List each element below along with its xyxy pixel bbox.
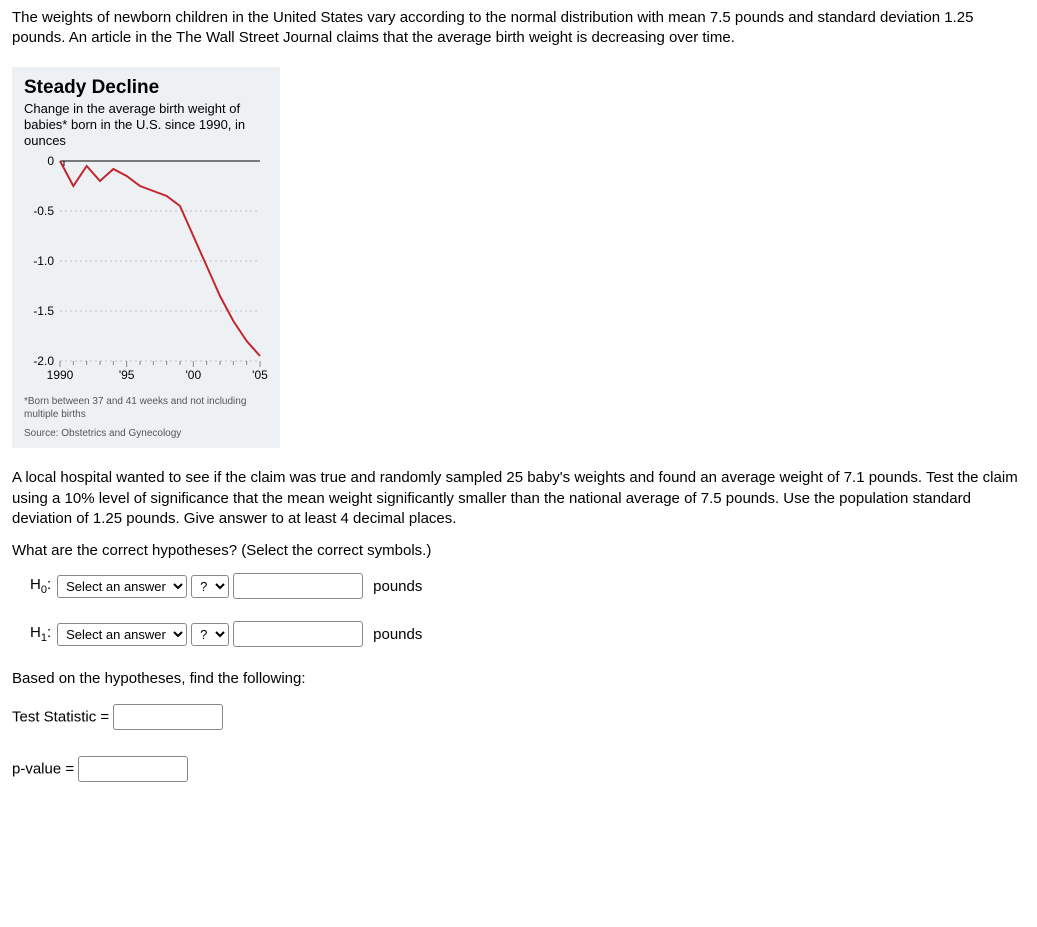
figure-footnote-2: Source: Obstetrics and Gynecology	[24, 427, 268, 440]
svg-text:'95: '95	[119, 368, 135, 382]
h1-parameter-select[interactable]: Select an answer	[57, 623, 187, 646]
h1-row: H1: Select an answer ? pounds	[12, 621, 1025, 647]
figure-title: Steady Decline	[24, 77, 268, 99]
h1-operator-select[interactable]: ?	[191, 623, 229, 646]
hypotheses-question: What are the correct hypotheses? (Select…	[12, 541, 1025, 561]
h0-units: pounds	[373, 578, 422, 595]
figure-footnote-1: *Born between 37 and 41 weeks and not in…	[24, 395, 268, 421]
h1-units: pounds	[373, 626, 422, 643]
followup-question: Based on the hypotheses, find the follow…	[12, 669, 1025, 689]
steady-decline-figure: Steady Decline Change in the average bir…	[12, 67, 280, 449]
h0-row: H0: Select an answer ? pounds	[12, 573, 1025, 599]
test-statistic-input[interactable]	[113, 704, 223, 730]
h1-label: H1:	[30, 624, 51, 644]
figure-subtitle: Change in the average birth weight of ba…	[24, 101, 268, 150]
svg-text:-0.5: -0.5	[33, 204, 54, 218]
svg-text:-2.0: -2.0	[33, 354, 54, 368]
svg-text:'00: '00	[186, 368, 202, 382]
svg-text:'05: '05	[252, 368, 268, 382]
test-statistic-row: Test Statistic =	[12, 704, 1025, 730]
test-statistic-label: Test Statistic =	[12, 708, 109, 725]
scenario-text: A local hospital wanted to see if the cl…	[12, 468, 1025, 529]
h0-value-input[interactable]	[233, 573, 363, 599]
p-value-row: p-value =	[12, 756, 1025, 782]
svg-text:-1.0: -1.0	[33, 254, 54, 268]
h0-operator-select[interactable]: ?	[191, 575, 229, 598]
intro-text: The weights of newborn children in the U…	[12, 8, 1025, 49]
h0-label: H0:	[30, 576, 51, 596]
figure-chart: 0 -0.5 -1.0 -1.5 -2.01990 '95 '00 '05	[24, 155, 268, 389]
svg-text:-1.5: -1.5	[33, 304, 54, 318]
h0-parameter-select[interactable]: Select an answer	[57, 575, 187, 598]
svg-text:0: 0	[47, 155, 54, 168]
p-value-label: p-value =	[12, 760, 74, 777]
svg-text:1990: 1990	[47, 368, 74, 382]
p-value-input[interactable]	[78, 756, 188, 782]
h1-value-input[interactable]	[233, 621, 363, 647]
